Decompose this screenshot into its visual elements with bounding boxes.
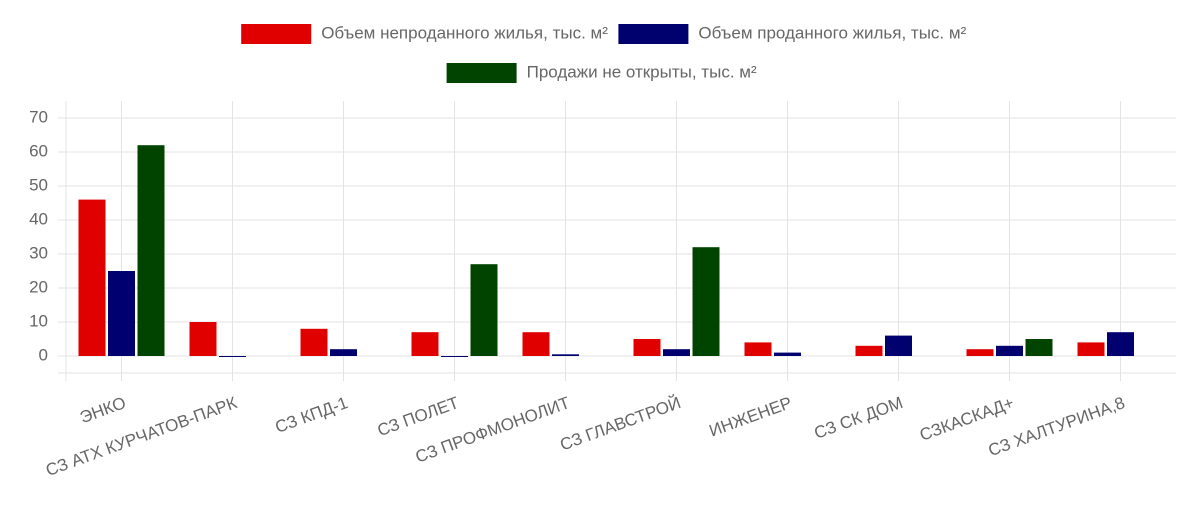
x-tick-label: ЭНКО <box>77 393 128 427</box>
y-tick-label: 0 <box>39 345 48 364</box>
bar <box>774 352 801 356</box>
legend-label: Объем непроданного жилья, тыс. м² <box>321 23 608 42</box>
bar <box>1107 332 1134 356</box>
y-tick-label: 30 <box>29 243 48 262</box>
bar <box>108 271 135 356</box>
bar <box>300 328 328 356</box>
y-tick-label: 20 <box>29 277 48 296</box>
bar <box>78 199 106 356</box>
y-tick-label: 70 <box>29 107 48 126</box>
bar <box>663 349 690 356</box>
bar <box>1025 339 1053 356</box>
x-tick-label: СЗ ПОЛЕТ <box>375 393 462 440</box>
bar <box>966 349 994 356</box>
legend-swatch <box>241 24 312 44</box>
bar <box>137 145 165 356</box>
bar <box>633 339 661 356</box>
x-tick-label: СЗ КПД-1 <box>273 393 351 437</box>
bar <box>996 345 1023 356</box>
legend-label: Продажи не открыты, тыс. м² <box>527 62 757 81</box>
bar <box>744 342 772 356</box>
bar <box>441 356 468 357</box>
y-tick-label: 40 <box>29 209 48 228</box>
x-tick-label: СЗ СК ДОМ <box>812 393 906 443</box>
bar <box>470 264 498 356</box>
bar <box>552 354 579 356</box>
x-tick-label: ИНЖЕНЕР <box>707 393 795 440</box>
legend-swatch <box>446 63 517 83</box>
x-tick-label: СЗ ГЛАВСТРОЙ <box>557 393 683 454</box>
y-tick-label: 60 <box>29 141 48 160</box>
bar <box>189 322 217 356</box>
bar <box>855 345 883 356</box>
y-tick-label: 50 <box>29 175 48 194</box>
bar <box>330 349 357 356</box>
bar <box>692 247 720 356</box>
legend-swatch <box>618 24 689 44</box>
legend-label: Объем проданного жилья, тыс. м² <box>698 23 966 42</box>
y-tick-label: 10 <box>29 311 48 330</box>
x-tick-label: СЗ АТХ КУРЧАТОВ-ПАРК <box>43 393 239 480</box>
bar <box>885 335 912 356</box>
bar <box>219 356 246 357</box>
bar <box>411 332 439 356</box>
bar <box>522 332 550 356</box>
bar <box>1077 342 1105 356</box>
